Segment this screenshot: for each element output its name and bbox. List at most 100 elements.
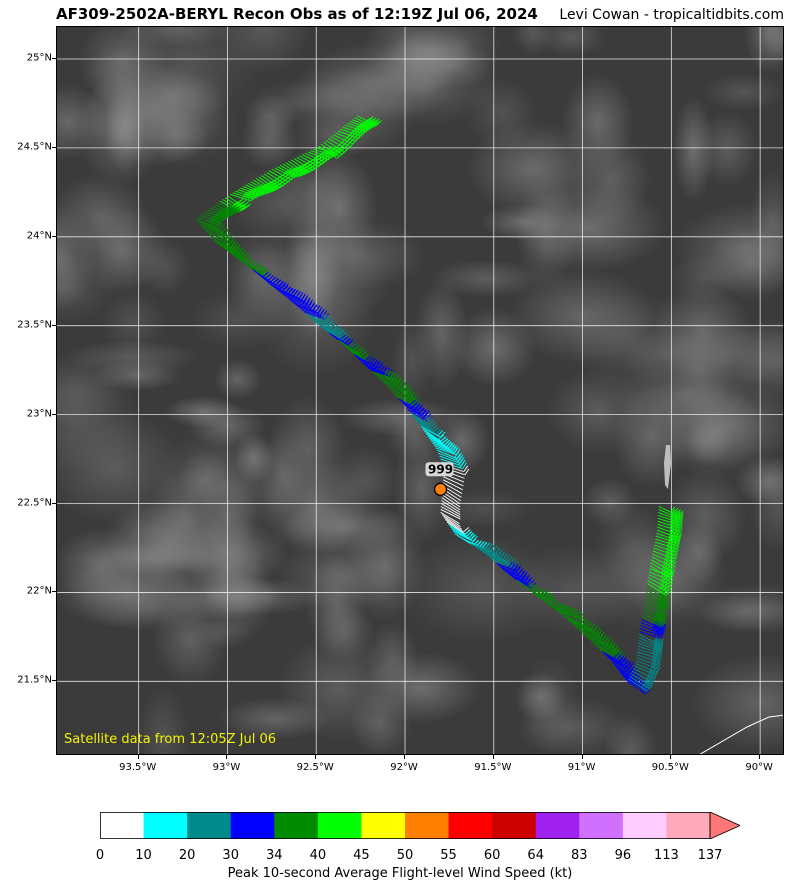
wind-barb (358, 358, 384, 369)
latitude-tick (52, 58, 56, 59)
wind-barb (658, 508, 684, 519)
storm-center-marker (433, 482, 448, 496)
map-panel[interactable]: 999 Satellite data from 12:05Z Jul 06 (56, 26, 784, 755)
cloud-patch (603, 713, 658, 754)
colorbar-segment (448, 812, 493, 839)
wind-barb (637, 642, 664, 651)
cloud-patch (99, 289, 167, 355)
wind-barb (637, 644, 663, 654)
wind-barb (263, 278, 289, 290)
colorbar-segment (405, 812, 450, 839)
wind-barbs (195, 115, 684, 695)
cloud-patch (307, 66, 417, 155)
latitude-tick (52, 146, 56, 148)
wind-barb (645, 595, 670, 608)
colorbar-frame (100, 812, 711, 839)
latitude-tick (52, 235, 56, 237)
wind-barb (452, 530, 478, 542)
colorbar-tick-label: 83 (571, 848, 588, 863)
latitude-tick (52, 680, 56, 682)
wind-barb (394, 393, 420, 404)
colorbar-tick-label: 20 (178, 848, 196, 863)
wind-barb (340, 127, 366, 137)
coastline (699, 714, 783, 754)
wind-barb (640, 624, 666, 634)
colorbar-tick-label: 34 (266, 848, 283, 863)
wind-barb (639, 626, 666, 637)
wind-barb (443, 476, 464, 487)
wind-barb (441, 503, 461, 516)
wind-barb (229, 192, 256, 202)
cloud-patch (138, 683, 189, 754)
wind-barb (655, 536, 681, 547)
latitude-label: 21.5°N (17, 674, 52, 686)
wind-barb (642, 609, 668, 623)
latitude-label: 23°N (26, 408, 52, 420)
colorbar-segment (317, 812, 362, 839)
colorbar-tick-label: 60 (483, 848, 501, 863)
longitude-label: 91°W (567, 762, 596, 773)
pressure-label: 999 (425, 462, 454, 477)
latitude-label: 25°N (26, 52, 52, 64)
cloud-patch (696, 111, 759, 188)
wind-barb (597, 647, 623, 657)
cloud-patch (213, 358, 262, 400)
wind-barb (436, 449, 462, 460)
wind-barb (638, 636, 664, 647)
longitude-tick (315, 755, 317, 759)
cloud-patch (300, 152, 379, 266)
wind-barb (599, 649, 625, 660)
colorbar-segment (622, 812, 667, 839)
longitude-label: 90.5°W (651, 762, 689, 773)
wind-barb (428, 437, 454, 449)
wind-barb (430, 440, 456, 451)
wind-barb (440, 506, 461, 518)
longitude-tick (137, 755, 139, 759)
wind-barb (232, 190, 258, 200)
map-canvas: 999 (57, 27, 783, 754)
colorbar-tick-label: 45 (353, 848, 370, 863)
cloud-patch (329, 445, 400, 516)
cloud-patch (512, 27, 555, 56)
wind-barb (438, 452, 464, 462)
latitude-label: 22.5°N (17, 497, 52, 509)
colorbar-segment (187, 812, 232, 839)
cloud-patch (104, 79, 243, 170)
wind-barb (643, 606, 668, 620)
cloud-patch (305, 552, 367, 655)
wind-barb (442, 482, 463, 494)
colorbar-segment (666, 812, 711, 839)
wind-barb (432, 442, 458, 452)
wind-barb (656, 531, 682, 541)
colorbar-title: Peak 10-second Average Flight-level Wind… (227, 866, 573, 881)
cloud-patch (57, 408, 185, 525)
cloud-patch (57, 204, 98, 310)
colorbar-tick-label: 0 (95, 848, 105, 863)
colorbar-segment (535, 812, 580, 839)
wind-barb (530, 590, 556, 601)
wind-barb (445, 519, 470, 533)
longitude-tick (492, 755, 494, 759)
wind-barb (630, 673, 656, 686)
cloud-patch (178, 450, 233, 509)
cloud-patch (428, 259, 545, 298)
longitude-tick (581, 755, 583, 759)
wind-barb (639, 630, 665, 639)
colorbar-segment (492, 812, 537, 839)
wind-barb (441, 494, 461, 508)
cloud-patch (612, 361, 749, 430)
cloud-patch (743, 27, 783, 75)
wind-barb (441, 514, 461, 528)
wind-speed-colorbar (100, 812, 740, 839)
wind-barb (441, 500, 461, 513)
longitude-tick (404, 755, 406, 759)
cloud-patch (393, 432, 451, 545)
longitude-label: 92°W (390, 762, 418, 773)
wind-barb (440, 509, 461, 520)
colorbar-segment (100, 812, 145, 839)
colorbar-tick-label: 30 (222, 848, 239, 863)
colorbar-tick-label: 96 (614, 848, 632, 863)
wind-barb (443, 516, 463, 530)
latitude-label: 23.5°N (17, 319, 52, 331)
wind-barb (398, 398, 423, 411)
